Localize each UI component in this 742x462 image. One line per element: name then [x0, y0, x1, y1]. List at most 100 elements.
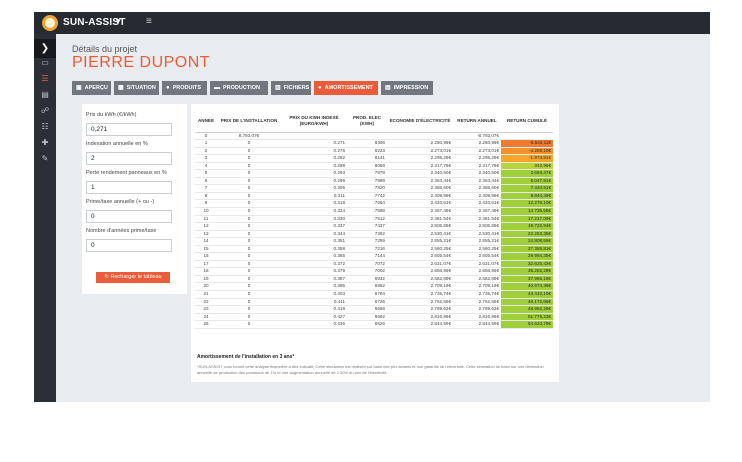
amortization-panel: ANNÉE PRIX DE L'INSTALLATION PRIX DU KWH I… [191, 104, 559, 382]
table-cell: 0 [217, 305, 281, 314]
table-cell: 13 [195, 230, 217, 239]
plus-icon[interactable]: ✚ [41, 138, 49, 147]
table-cell: 12 [195, 222, 217, 231]
table-cell: 2.250,96€ [387, 139, 453, 148]
field-input[interactable]: 0,271 [86, 123, 172, 136]
app-title[interactable]: SUN-ASSIST [63, 17, 126, 28]
table-cell: 0 [217, 275, 281, 284]
table-cell: 8.793,07€ [217, 132, 281, 141]
table-cell: 3 [195, 154, 217, 163]
reload-table-button[interactable]: ↻ Recharger le tableau [96, 272, 170, 283]
table-cell: 2.530,41€ [453, 230, 501, 239]
table-cell: -6.542,11€ [501, 139, 553, 148]
table-cell: 20 [195, 282, 217, 291]
table-cell: -1.973,81€ [501, 154, 553, 163]
table-cell: 6658 [347, 305, 387, 314]
table-cell: 6726 [347, 298, 387, 307]
tab-aperu[interactable]: ▣ APERÇU [72, 81, 111, 95]
monitor-icon[interactable]: ▭ [41, 58, 49, 67]
field-input[interactable]: 1 [86, 181, 172, 194]
table-cell: 0 [217, 154, 281, 163]
table-cell: 32.625,42€ [501, 260, 553, 269]
list-icon[interactable]: ☰ [41, 74, 49, 83]
table-cell: -8.793,07€ [453, 132, 501, 141]
tab-impression[interactable]: ▤ IMPRESSION [381, 81, 433, 95]
table-cell: 343,96€ [501, 162, 553, 171]
table-cell: 0.276 [281, 147, 347, 156]
tab-label: AMORTISSEMENT [324, 85, 373, 91]
table-cell: 2.317,78€ [453, 162, 501, 171]
table-cell: 6526 [347, 320, 387, 329]
table-row: 9 0 0.318 7664 2.433,61€ 2.433,61€ 12.278,10€ [195, 199, 553, 208]
tab-fichiers[interactable]: ▥ FICHIERS [271, 81, 311, 95]
chevron-down-icon[interactable]: ▾ [116, 16, 121, 26]
tab-production[interactable]: ▬ PRODUCTION [210, 81, 268, 95]
table-cell: 0 [217, 215, 281, 224]
field-label: Indexation annuelle en % [86, 141, 148, 147]
table-cell: 22.253,35€ [501, 230, 553, 239]
table-cell: 2.684,47€ [501, 169, 553, 178]
table-cell: 0 [195, 132, 217, 141]
table-cell: 2.295,29€ [453, 154, 501, 163]
field-input[interactable]: 0 [86, 210, 172, 223]
table-cell [501, 132, 553, 141]
table-cell: 22 [195, 298, 217, 307]
main-content: Détails du projet PIERRE DUPONT ▣ APERÇU ▦… [56, 34, 710, 402]
table-cell: 0.318 [281, 199, 347, 208]
field-input[interactable]: 2 [86, 152, 172, 165]
table-cell: 0.299 [281, 177, 347, 186]
wrench-icon[interactable]: ✎ [41, 154, 49, 163]
table-cell: 2.363,44€ [387, 177, 453, 186]
table-cell: 2.844,56€ [453, 320, 501, 329]
table-cell: 0.351 [281, 237, 347, 246]
table-cell: 2.273,01€ [453, 147, 501, 156]
column-header: PRIX DE L'INSTALLATION [217, 110, 281, 133]
print-icon: ▤ [385, 85, 391, 91]
table-row: 20 0 0.395 6862 2.709,19€ 2.709,19€ 40.674,36€ [195, 282, 553, 291]
menu-icon[interactable]: ≡ [146, 16, 152, 27]
depreciation-icon: ● [318, 85, 322, 91]
table-row: 0 8.793,07€ -8.793,07€ [195, 132, 553, 141]
table-cell: 7512 [347, 215, 387, 224]
table-cell: 9 [195, 199, 217, 208]
column-header: ANNÉE [195, 110, 217, 133]
tab-produits[interactable]: ● PRODUITS [162, 81, 207, 95]
document-icon[interactable]: ▤ [41, 90, 49, 99]
sidebar: ❯ ▭ ☰ ▤ ☍ ☷ ✚ ✎ [34, 34, 56, 402]
tab-situation[interactable]: ▦ SITUATION [114, 81, 159, 95]
sidebar-collapse-button[interactable]: ❯ [34, 39, 56, 58]
table-cell: 2.682,89€ [453, 275, 501, 284]
disclaimer-text: *SUN-ASSIST vous fournit cette analyse f… [197, 364, 544, 375]
table-cell: 25 [195, 320, 217, 329]
table-cell: 40.674,36€ [501, 282, 553, 291]
table-cell: 2.816,96€ [387, 313, 453, 322]
table-cell: 0 [217, 290, 281, 299]
field-input[interactable]: 0 [86, 239, 172, 252]
table-cell: 2.273,01€ [387, 147, 453, 156]
files-icon: ▥ [275, 85, 281, 91]
table-cell: 0 [217, 320, 281, 329]
table-cell: 2.386,60€ [453, 184, 501, 193]
column-header: PRIX DU KWH INDEXÉ (EURO/KWH) [281, 110, 347, 133]
table-icon[interactable]: ☷ [41, 122, 49, 131]
notes-title: Amortissement de l'installation en 3 ans… [197, 354, 295, 360]
table-cell: 2.250,96€ [453, 139, 501, 148]
table-cell: 35.282,28€ [501, 267, 553, 276]
table-row: 13 0 0.344 7362 2.530,41€ 2.530,41€ 22.253,35€ [195, 230, 553, 239]
table-cell: 15 [195, 245, 217, 254]
tab-amortissement[interactable]: ● AMORTISSEMENT [314, 81, 378, 95]
sun-logo-icon[interactable] [42, 15, 58, 31]
table-cell: 6592 [347, 313, 387, 322]
table-cell: 0.288 [281, 162, 347, 171]
refresh-icon: ↻ [104, 274, 111, 280]
table-cell: 7664 [347, 199, 387, 208]
table-cell: 2.409,99€ [387, 192, 453, 201]
table-row: 15 0 0.358 7216 2.580,25€ 2.580,25€ 27.388,81€ [195, 245, 553, 254]
table-row: 5 0 0.293 7979 2.340,50€ 2.340,50€ 2.684,47€ [195, 169, 553, 178]
table-cell: 14.735,55€ [501, 207, 553, 216]
users-icon[interactable]: ☍ [40, 106, 50, 115]
table-cell: 2.816,96€ [453, 313, 501, 322]
table-cell: 17 [195, 260, 217, 269]
table-cell: 2.709,19€ [453, 282, 501, 291]
table-cell: 5.047,91€ [501, 177, 553, 186]
